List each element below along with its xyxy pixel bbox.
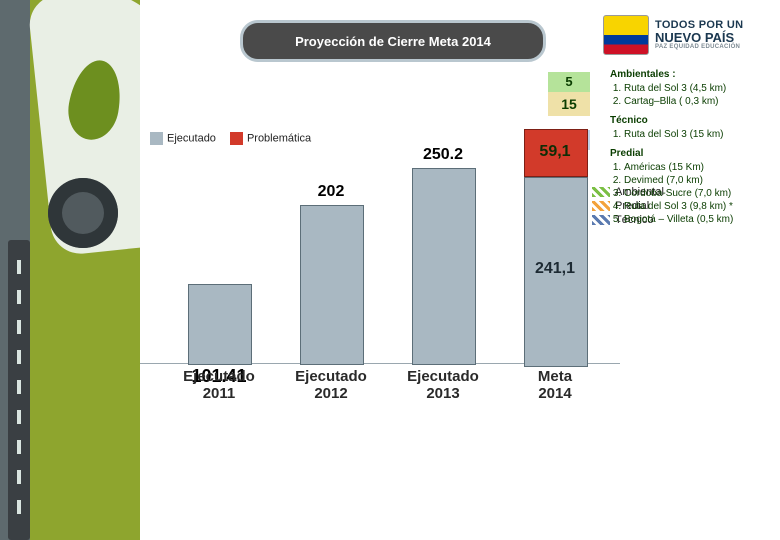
note-title: Técnico [610,114,770,127]
colombia-flag-icon [603,15,649,55]
note-item: Cartag–Blla ( 0,3 km) [624,95,770,108]
bar: 250.2 [412,168,474,363]
note-item: Cordoba-Sucre (7,0 km) [624,187,770,200]
segment-value: 241,1 [524,260,586,278]
wheel-icon [48,178,118,248]
bar-segment [188,284,252,365]
note-title: Ambientales : [610,68,770,81]
left-decor [0,0,140,540]
note-block: Ambientales :Ruta del Sol 3 (4,5 km)Cart… [610,68,770,108]
note-list: Ruta del Sol 3 (15 km) [624,128,770,141]
note-item: Ruta del Sol 3 (15 km) [624,128,770,141]
note-block: PredialAméricas (15 Km)Devimed (7,0 km)C… [610,147,770,226]
page-title: Proyección de Cierre Meta 2014 [240,20,546,62]
x-axis-label: Ejecutado2012 [276,369,386,402]
logo-line2: NUEVO PAÍS [655,31,743,44]
mini-ambiental: 5 [548,72,590,92]
note-title: Predial [610,147,770,160]
bar: 241,1 59,1 [524,129,586,363]
x-axis-label: Meta2014 [500,369,610,402]
x-axis-label: Ejecutado2013 [388,369,498,402]
bar-chart: 101.41 Ejecutado2011 202 Ejecutado2012 250.2… [140,100,620,400]
bar-label: 250.2 [412,146,474,164]
logo-sub: PAZ EQUIDAD EDUCACIÓN [655,44,743,50]
note-item: Ruta del Sol 3 (4,5 km) [624,82,770,95]
logo-text: TODOS POR UN NUEVO PAÍS PAZ EQUIDAD EDUC… [655,20,743,50]
bar-segment [300,205,364,365]
bar-label: 202 [300,183,362,201]
note-item: Américas (15 Km) [624,161,770,174]
x-axis-label: Ejecutado2011 [164,369,274,402]
notes: Ambientales :Ruta del Sol 3 (4,5 km)Cart… [610,68,770,232]
note-item: Bogotá – Villeta (0,5 km) [624,213,770,226]
segment-value: 59,1 [524,143,586,161]
note-item: Devimed (7,0 km) [624,174,770,187]
note-item: Ruta del Sol 3 (9,8 km) * [624,200,770,213]
bar-segment [412,168,476,365]
logo: TODOS POR UN NUEVO PAÍS PAZ EQUIDAD EDUC… [603,12,768,58]
note-list: Ruta del Sol 3 (4,5 km)Cartag–Blla ( 0,3… [624,82,770,108]
bar: 202 [300,205,362,363]
note-block: TécnicoRuta del Sol 3 (15 km) [610,114,770,141]
page: Proyección de Cierre Meta 2014 TODOS POR… [0,0,780,540]
lane-marks-icon [17,260,21,520]
bar: 101.41 [188,284,250,363]
note-list: Américas (15 Km)Devimed (7,0 km)Cordoba-… [624,161,770,226]
